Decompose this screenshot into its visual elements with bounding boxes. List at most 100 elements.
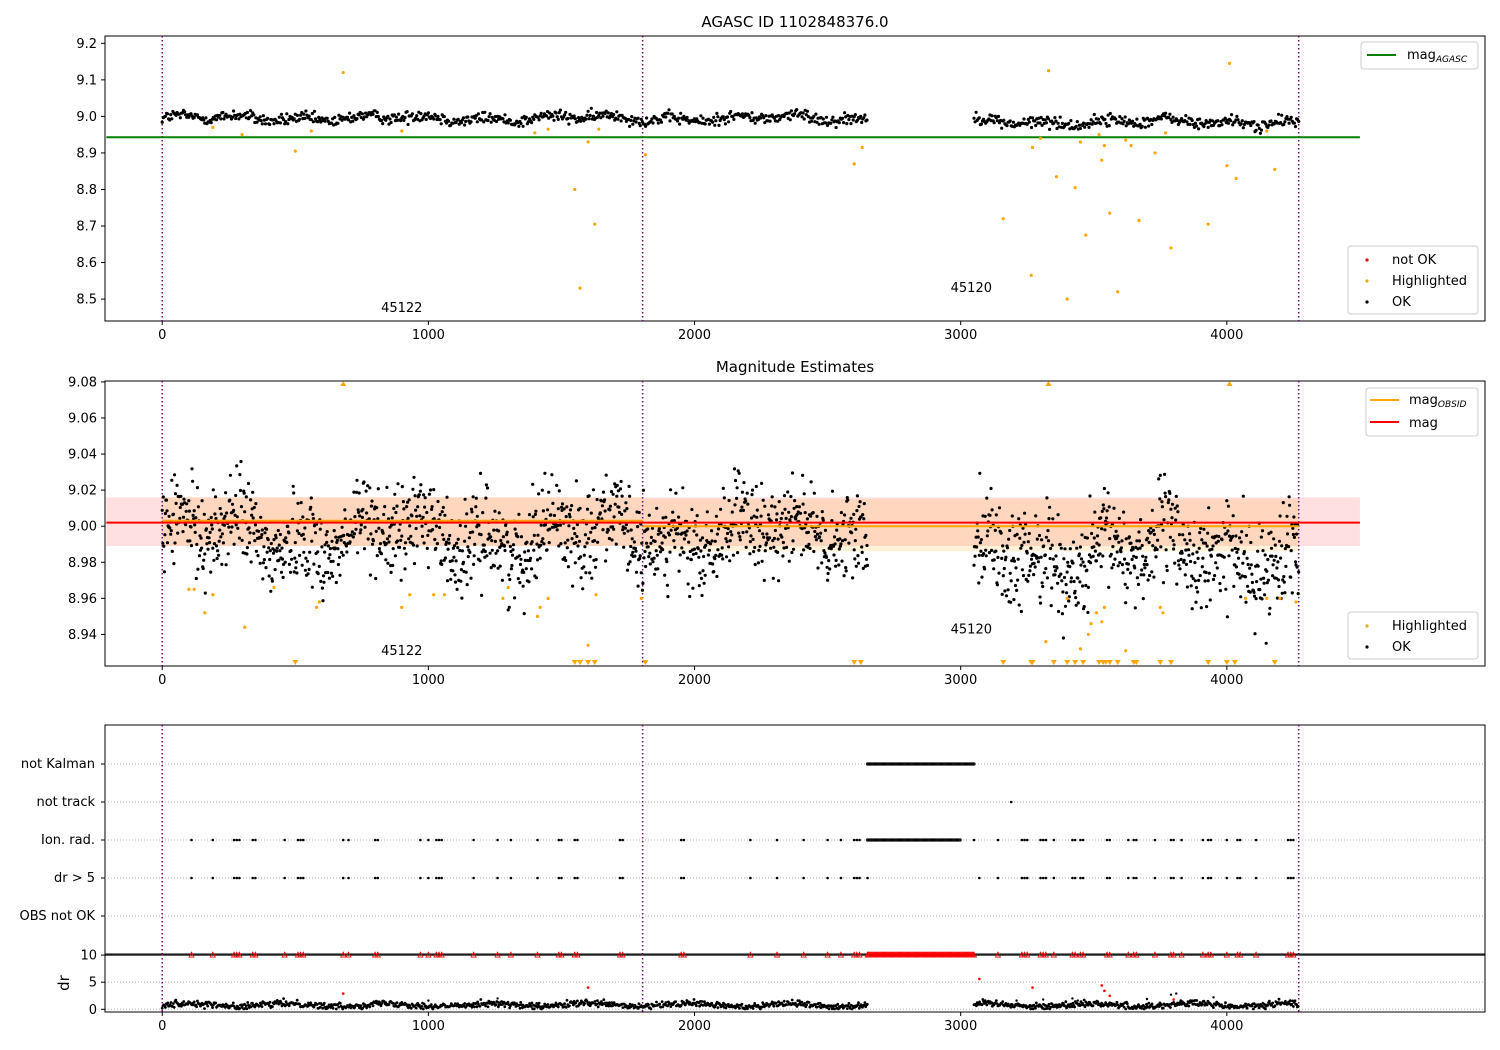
ok-point xyxy=(523,558,527,563)
dr-point xyxy=(1082,998,1086,1002)
ok-point xyxy=(226,552,230,556)
ok-point xyxy=(222,117,226,121)
dr-point xyxy=(564,1005,568,1009)
ok-point xyxy=(1054,554,1058,558)
ok-point xyxy=(275,549,279,553)
ok-point xyxy=(185,502,189,506)
dr-clipped-marker xyxy=(425,951,432,958)
flag-point xyxy=(775,876,779,880)
ok-point xyxy=(474,496,478,500)
ok-point xyxy=(1267,123,1271,127)
ok-point xyxy=(1040,123,1044,127)
dr-point xyxy=(546,1003,550,1006)
ok-point xyxy=(977,116,981,120)
dr-point xyxy=(387,1003,391,1006)
ok-point xyxy=(1172,547,1176,551)
dr-clipped-marker xyxy=(345,951,352,958)
ok-point xyxy=(398,545,402,549)
dr-point xyxy=(409,1006,413,1010)
ok-point xyxy=(587,537,591,541)
ok-point xyxy=(1249,123,1253,128)
ok-point xyxy=(369,504,373,508)
highlighted-point xyxy=(1124,649,1128,653)
ok-point xyxy=(340,550,344,555)
dr-point xyxy=(595,1002,598,1006)
ok-point xyxy=(559,542,563,546)
ok-point xyxy=(636,116,640,120)
ok-point xyxy=(1278,514,1282,518)
ok-point xyxy=(1000,126,1004,130)
ok-point xyxy=(639,571,643,575)
highlighted-point xyxy=(1102,605,1107,609)
ok-point xyxy=(741,530,745,535)
ok-point xyxy=(252,505,256,510)
ok-point xyxy=(1226,529,1230,533)
flag-point xyxy=(557,876,561,880)
ok-point xyxy=(599,116,603,120)
ok-point xyxy=(1038,601,1043,605)
ok-point xyxy=(818,535,822,539)
ok-point xyxy=(1111,563,1116,567)
ok-point xyxy=(566,565,571,569)
ok-point xyxy=(752,550,756,554)
highlighted-point xyxy=(1265,596,1269,600)
ok-point xyxy=(558,108,563,112)
dr-point xyxy=(1029,1007,1033,1011)
ok-point xyxy=(1083,125,1087,129)
ok-point xyxy=(436,114,440,119)
dr-point xyxy=(318,1005,322,1009)
ok-point xyxy=(1293,125,1298,129)
ok-point xyxy=(502,544,507,548)
ok-point xyxy=(171,512,175,516)
ok-point xyxy=(236,526,240,530)
ok-point xyxy=(638,124,642,128)
ok-point xyxy=(1259,577,1263,581)
ok-point xyxy=(1026,117,1030,121)
dr-not-ok-point xyxy=(1031,986,1034,989)
dr-point xyxy=(1050,1002,1054,1006)
dr-point xyxy=(478,1004,482,1008)
ok-point xyxy=(1252,120,1256,124)
ok-point xyxy=(458,523,462,528)
ok-point xyxy=(625,568,630,572)
ok-point xyxy=(613,482,617,486)
ok-point xyxy=(568,515,572,519)
ok-point xyxy=(352,114,356,118)
ok-point xyxy=(1234,565,1238,569)
dr-point xyxy=(195,1005,199,1009)
ok-point xyxy=(1115,536,1119,541)
ok-point xyxy=(728,539,732,543)
ok-point xyxy=(714,119,718,123)
ok-point xyxy=(615,494,619,498)
ok-point xyxy=(864,557,869,561)
ok-point xyxy=(853,113,857,117)
highlighted-point xyxy=(586,140,590,144)
ok-point xyxy=(1235,550,1239,554)
dr-point xyxy=(1290,1002,1294,1006)
dr-point xyxy=(245,1007,249,1011)
ok-point xyxy=(319,579,323,584)
flag-point xyxy=(238,876,241,880)
ok-point xyxy=(755,508,759,512)
ok-point xyxy=(339,538,343,542)
out-of-range-down-marker xyxy=(571,660,578,665)
ok-point xyxy=(771,576,775,580)
dr-point xyxy=(565,998,569,1002)
highlighted-point xyxy=(573,187,577,192)
dr-point xyxy=(664,1001,668,1004)
ok-point xyxy=(832,535,837,539)
ok-point xyxy=(245,110,249,115)
ok-point xyxy=(165,509,169,513)
ok-point xyxy=(1164,548,1168,552)
ok-point xyxy=(650,117,654,121)
legend-box xyxy=(1347,611,1479,660)
ok-point xyxy=(1198,574,1202,578)
dr-point xyxy=(1001,1000,1005,1003)
ok-point xyxy=(682,551,686,555)
ok-point xyxy=(762,535,766,539)
out-of-range-down-marker xyxy=(1167,660,1174,665)
ok-point xyxy=(205,542,209,546)
ok-point xyxy=(328,553,332,557)
ok-point xyxy=(202,558,206,562)
